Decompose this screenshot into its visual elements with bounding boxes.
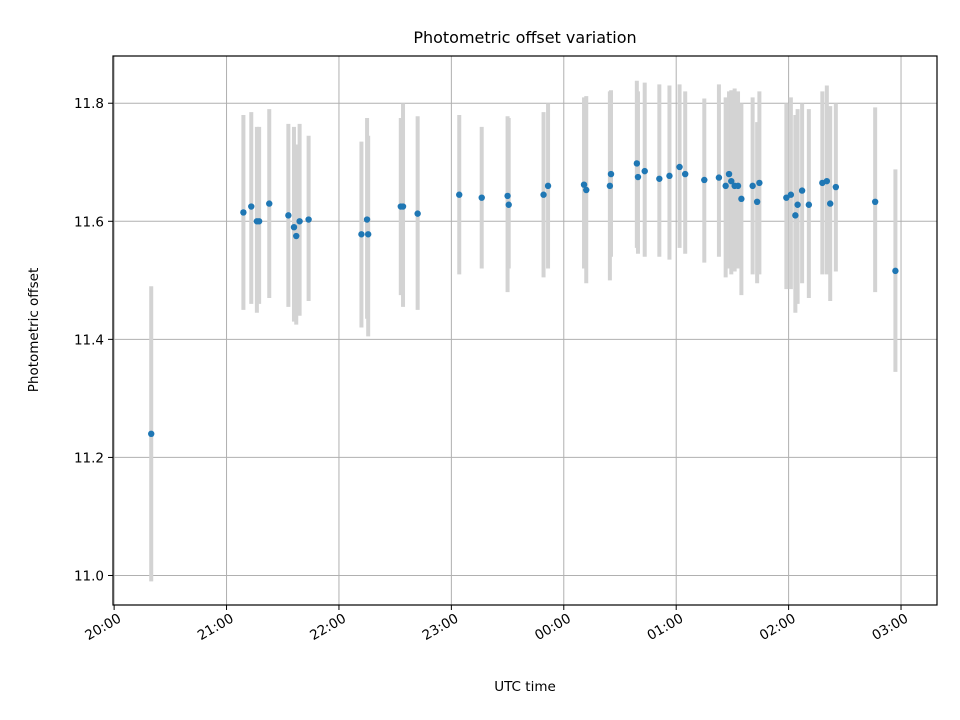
data-point	[544, 182, 552, 190]
data-point	[540, 191, 547, 198]
y-tick-label: 11.6	[74, 214, 104, 230]
data-point	[296, 218, 303, 225]
data-point	[738, 195, 745, 203]
data-point	[358, 231, 365, 238]
data-point	[633, 160, 641, 167]
data-point	[823, 177, 831, 185]
data-point	[148, 430, 155, 438]
data-point	[753, 198, 761, 206]
y-axis-label: Photometric offset	[26, 268, 42, 392]
data-point	[701, 176, 708, 184]
x-axis-label: UTC time	[494, 679, 556, 695]
y-tick-label: 11.8	[74, 96, 104, 112]
data-point	[871, 198, 879, 206]
data-point	[290, 223, 298, 231]
data-point	[715, 174, 723, 181]
data-point	[607, 170, 615, 178]
y-tick-label: 11.2	[74, 450, 104, 466]
data-point	[749, 182, 756, 190]
data-point	[722, 182, 729, 190]
data-point	[305, 216, 312, 223]
data-point	[414, 210, 421, 217]
data-point	[892, 267, 899, 275]
data-point	[728, 177, 735, 185]
y-tick-label: 11.4	[74, 332, 104, 348]
data-point	[248, 203, 255, 210]
data-point	[580, 181, 588, 188]
y-axis-ticks: 11.0 11.2 11.4 11.6 11.8	[74, 96, 113, 584]
data-points	[148, 160, 899, 438]
data-point	[364, 231, 372, 238]
y-tick-label: 11.0	[74, 568, 104, 584]
data-point	[606, 182, 614, 190]
data-point	[255, 218, 263, 225]
data-point	[794, 201, 801, 208]
data-point	[583, 186, 590, 194]
data-point	[285, 212, 292, 219]
data-point	[293, 232, 300, 240]
data-point	[656, 175, 663, 182]
data-point	[399, 203, 407, 210]
chart-title: Photometric offset variation	[413, 28, 636, 47]
data-point	[734, 182, 742, 190]
data-point	[798, 187, 806, 194]
data-point	[363, 216, 371, 223]
data-point	[504, 192, 511, 200]
data-point	[634, 173, 642, 181]
data-point	[478, 194, 485, 201]
data-point	[666, 172, 673, 180]
data-point	[456, 191, 463, 198]
data-point	[725, 170, 733, 178]
data-point	[805, 201, 813, 208]
data-point	[676, 163, 683, 171]
data-point	[240, 209, 247, 216]
data-point	[827, 200, 834, 207]
data-point	[266, 200, 273, 207]
data-point	[832, 183, 840, 191]
data-point	[787, 191, 795, 198]
plot-frame	[112, 55, 938, 606]
data-point	[641, 167, 648, 175]
data-point	[756, 179, 763, 187]
data-point	[505, 201, 512, 208]
data-point	[681, 170, 689, 178]
data-point	[792, 212, 799, 219]
